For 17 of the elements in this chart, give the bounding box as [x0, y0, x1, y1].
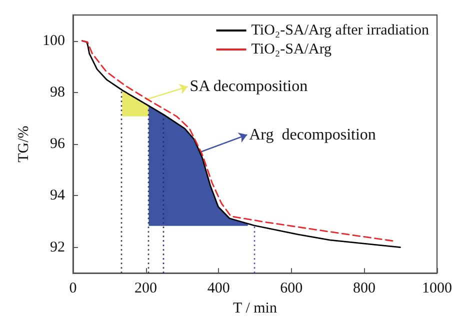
y-axis-title: TG/% [16, 126, 32, 162]
x-tick-label: 1000 [422, 280, 452, 297]
x-tick-label: 200 [134, 280, 158, 297]
legend-label: TiO₂-SA/Arg [251, 42, 332, 58]
x-tick-label: 800 [352, 280, 376, 297]
x-axis-title: T / min [233, 300, 278, 316]
y-tick-label: 96 [50, 136, 66, 152]
y-tick-label: 100 [42, 32, 65, 49]
y-tick-label: 98 [50, 84, 65, 100]
legend-label: TiO₂-SA/Arg after irradiation [251, 22, 430, 38]
y-tick-label: 92 [50, 239, 65, 256]
annotation: SA decomposition [190, 78, 308, 96]
x-tick-label: 0 [69, 280, 77, 297]
x-tick-label: 400 [207, 280, 230, 297]
annotation: Arg decomposition [249, 126, 376, 144]
y-tick-label: 94 [50, 188, 66, 204]
x-tick-label: 600 [280, 280, 303, 297]
